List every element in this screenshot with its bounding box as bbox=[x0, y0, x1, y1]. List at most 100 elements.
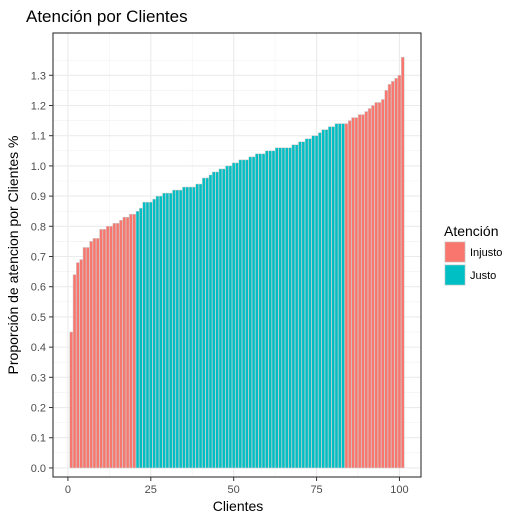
bar bbox=[251, 156, 256, 469]
y-axis: 0.0 0.1 0.2 0.3 0.4 0.5 0.6 0.7 0.8 0.9 1.0 1.1 1.2 1… bbox=[31, 70, 53, 475]
bar bbox=[142, 201, 146, 469]
y-axis-title: Proporción de atencion por Clientes % bbox=[5, 136, 21, 375]
bar bbox=[96, 238, 100, 469]
x-axis: 0 25 50 75 100 bbox=[65, 477, 409, 496]
bar bbox=[311, 135, 315, 469]
bar bbox=[149, 201, 153, 469]
bar bbox=[231, 162, 236, 469]
bar bbox=[351, 117, 355, 469]
legend-key bbox=[444, 264, 466, 286]
bar bbox=[129, 213, 133, 469]
y-tick-label: 0.5 bbox=[31, 312, 46, 324]
bar bbox=[132, 213, 136, 469]
bar bbox=[165, 192, 170, 469]
bar bbox=[265, 150, 269, 469]
bar bbox=[321, 129, 325, 469]
bar bbox=[109, 226, 113, 469]
y-tick-label: 1.0 bbox=[31, 161, 46, 173]
bar bbox=[139, 207, 143, 469]
bar bbox=[331, 126, 335, 469]
legend: Atención Injusto Justo bbox=[444, 223, 502, 286]
bar bbox=[324, 129, 329, 469]
y-tick-label: 0.8 bbox=[31, 221, 46, 233]
x-axis-title: Clientes bbox=[213, 498, 264, 514]
bar bbox=[304, 138, 309, 469]
bar bbox=[294, 144, 299, 469]
bar bbox=[198, 183, 203, 469]
bar bbox=[99, 229, 103, 469]
bar bbox=[384, 90, 388, 469]
bar bbox=[367, 108, 372, 469]
bar bbox=[188, 186, 193, 469]
bar bbox=[69, 331, 73, 469]
bar bbox=[371, 105, 375, 469]
y-tick-label: 0.4 bbox=[31, 342, 46, 354]
y-tick-label: 0.9 bbox=[31, 191, 46, 203]
y-tick-label: 0.1 bbox=[31, 433, 46, 445]
bar bbox=[228, 165, 233, 469]
panel-border bbox=[52, 32, 422, 478]
bar bbox=[125, 216, 130, 469]
bar bbox=[152, 198, 156, 469]
bar bbox=[155, 195, 160, 469]
y-tick-label: 0.3 bbox=[31, 372, 46, 384]
legend-label: Injusto bbox=[470, 247, 502, 259]
bar bbox=[112, 223, 117, 469]
y-tick-label: 0.0 bbox=[31, 463, 46, 475]
bar bbox=[178, 189, 183, 469]
bar bbox=[391, 81, 395, 469]
bar bbox=[235, 162, 239, 469]
x-tick-label: 0 bbox=[65, 484, 71, 496]
bar bbox=[225, 165, 229, 469]
bar bbox=[394, 78, 398, 469]
bar bbox=[298, 141, 302, 469]
bar bbox=[301, 141, 306, 469]
bar bbox=[119, 220, 123, 469]
bar bbox=[281, 147, 286, 469]
bar bbox=[291, 144, 296, 469]
chart-title: Atención por Clientes bbox=[26, 7, 188, 26]
y-tick-label: 1.3 bbox=[31, 70, 46, 82]
bar bbox=[238, 159, 243, 469]
y-tick-label: 0.7 bbox=[31, 252, 46, 264]
legend-key bbox=[444, 241, 466, 263]
bar bbox=[341, 123, 345, 469]
x-tick-label: 25 bbox=[145, 484, 157, 496]
bar bbox=[377, 102, 382, 469]
bar bbox=[248, 156, 253, 469]
bar bbox=[387, 84, 392, 469]
plot-panel bbox=[52, 32, 422, 478]
bar bbox=[344, 123, 349, 469]
bar bbox=[185, 186, 190, 469]
bar bbox=[72, 274, 77, 469]
y-tick-label: 1.2 bbox=[31, 100, 46, 112]
bar bbox=[308, 138, 312, 469]
bar bbox=[115, 223, 120, 469]
bar bbox=[92, 238, 97, 469]
bar bbox=[354, 117, 359, 469]
bar bbox=[172, 189, 176, 469]
bar bbox=[258, 153, 262, 469]
bar bbox=[205, 177, 209, 469]
legend-title: Atención bbox=[444, 223, 498, 239]
x-tick-label: 100 bbox=[390, 484, 408, 496]
bar bbox=[168, 192, 173, 469]
bar bbox=[89, 241, 93, 469]
bar bbox=[86, 247, 90, 469]
bar bbox=[212, 171, 216, 469]
x-tick-label: 75 bbox=[310, 484, 322, 496]
bar bbox=[361, 114, 365, 469]
bar bbox=[182, 186, 186, 469]
bar bbox=[195, 183, 199, 469]
bar bbox=[381, 99, 385, 469]
bar bbox=[338, 123, 342, 469]
bar bbox=[357, 114, 362, 469]
bar bbox=[215, 171, 219, 469]
x-tick-label: 50 bbox=[228, 484, 240, 496]
y-tick-label: 0.6 bbox=[31, 282, 46, 294]
bar bbox=[102, 229, 107, 469]
bar bbox=[122, 216, 127, 469]
bar bbox=[162, 192, 166, 469]
bar bbox=[135, 210, 140, 469]
